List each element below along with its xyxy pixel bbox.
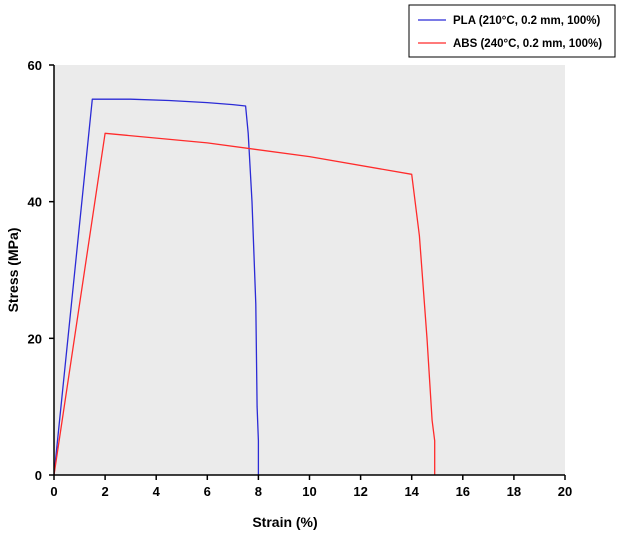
plot-area: [54, 65, 565, 475]
y-tick-label: 40: [28, 195, 42, 210]
x-tick-label: 10: [302, 484, 316, 499]
legend: PLA (210°C, 0.2 mm, 100%) ABS (240°C, 0.…: [408, 4, 616, 58]
x-tick-label: 20: [558, 484, 572, 499]
x-tick-label: 0: [50, 484, 57, 499]
x-axis-title: Strain (%): [252, 514, 317, 530]
y-tick-label: 60: [28, 58, 42, 73]
legend-label-pla: PLA (210°C, 0.2 mm, 100%): [453, 15, 601, 27]
x-tick-label: 14: [404, 484, 419, 499]
y-axis-title: Stress (MPa): [5, 228, 21, 313]
x-tick-label: 2: [101, 484, 108, 499]
x-tick-label: 18: [507, 484, 521, 499]
x-tick-label: 8: [255, 484, 262, 499]
legend-label-abs: ABS (240°C, 0.2 mm, 100%): [453, 38, 602, 50]
series-line-abs: [53, 132, 436, 476]
x-tick-label: 16: [456, 484, 470, 499]
series-line-pla: [53, 98, 260, 476]
y-tick-label: 0: [35, 468, 42, 483]
x-tick-label: 12: [353, 484, 367, 499]
legend-box: [408, 4, 616, 58]
x-tick-label: 4: [153, 484, 161, 499]
x-tick-label: 6: [204, 484, 211, 499]
y-tick-label: 20: [28, 331, 42, 346]
